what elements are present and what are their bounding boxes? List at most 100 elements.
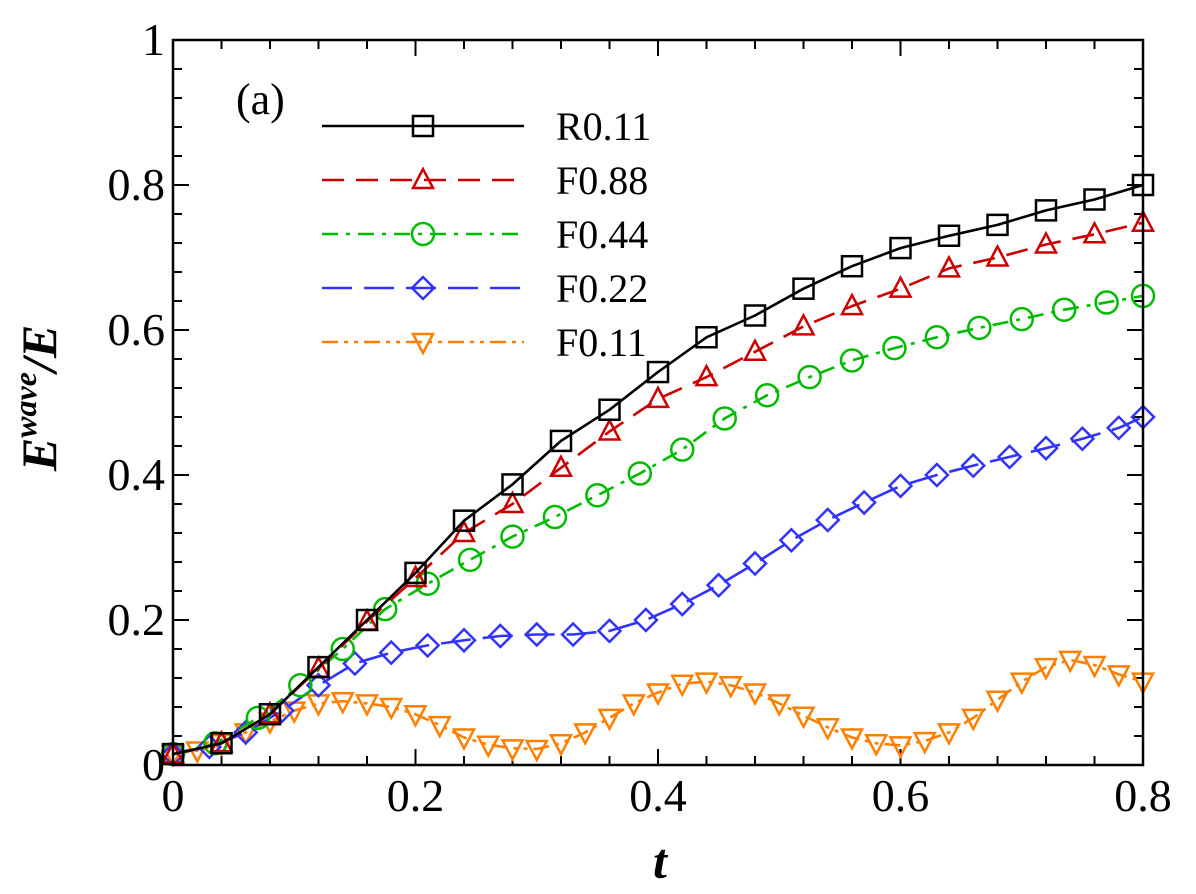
plot-frame <box>171 38 1145 767</box>
data-point <box>306 694 331 718</box>
data-point <box>1105 415 1132 441</box>
legend: R0.11 F0.88 F0.44 F0.22 F0.11 <box>322 104 651 365</box>
data-point <box>742 683 768 707</box>
data-point <box>1083 188 1106 211</box>
x-tick-label: 0 <box>162 770 185 821</box>
data-point <box>791 706 816 730</box>
y-tick-label: 0.6 <box>108 304 166 355</box>
data-point <box>695 326 718 349</box>
data-point <box>889 236 912 260</box>
data-point <box>1051 297 1077 322</box>
plot-area <box>160 173 1156 768</box>
data-point <box>379 697 404 721</box>
legend-label: R0.11 <box>556 104 651 149</box>
data-point <box>936 254 962 278</box>
legend-marker <box>411 114 435 138</box>
data-point <box>967 315 992 341</box>
series-F0.22 <box>160 404 1156 767</box>
data-point <box>742 338 768 361</box>
data-point <box>476 735 501 759</box>
data-point <box>501 473 524 496</box>
data-point <box>887 473 914 499</box>
legend-marker <box>410 275 436 301</box>
data-point <box>1034 199 1058 222</box>
data-point <box>633 607 659 633</box>
data-point <box>985 690 1010 714</box>
data-point <box>1094 290 1119 315</box>
y-axis-title-tail: /E <box>11 325 67 376</box>
legend-entry: F0.22 <box>322 266 648 311</box>
legend-label: F0.44 <box>556 212 648 257</box>
series-line <box>172 415 1144 756</box>
data-point <box>778 527 805 554</box>
data-point <box>549 429 573 453</box>
data-point <box>754 383 780 408</box>
data-point <box>524 739 549 763</box>
data-point <box>986 213 1009 237</box>
data-point <box>718 676 743 699</box>
data-point <box>257 700 283 724</box>
data-point <box>258 703 282 726</box>
data-point <box>597 708 622 732</box>
data-point <box>888 736 913 760</box>
data-point <box>500 490 525 514</box>
y-tick-label: 0 <box>142 739 165 790</box>
y-tick-label: 0.4 <box>108 449 166 500</box>
legend-entry: F0.11 <box>322 320 647 365</box>
series-line <box>172 183 1144 756</box>
data-point <box>427 715 452 739</box>
data-point <box>1033 230 1059 254</box>
data-point <box>888 274 913 298</box>
legend-marker <box>410 166 436 190</box>
data-point <box>961 708 986 732</box>
data-point <box>1009 672 1034 696</box>
data-point <box>814 507 841 533</box>
data-point <box>1033 435 1059 461</box>
data-point <box>912 731 937 755</box>
legend-label: F0.22 <box>556 266 648 311</box>
data-point <box>542 504 568 530</box>
legend-marker <box>410 221 436 247</box>
data-point <box>705 572 732 598</box>
y-tick-label: 1 <box>142 14 165 65</box>
series-line <box>172 658 1144 756</box>
data-point <box>669 591 696 617</box>
x-axis-title: t <box>653 833 669 889</box>
data-point <box>839 728 865 752</box>
x-tick-label: 0.6 <box>872 770 930 821</box>
data-point <box>1033 657 1059 681</box>
data-point <box>330 691 355 715</box>
series-line <box>172 221 1144 756</box>
data-point <box>996 444 1023 470</box>
data-point <box>403 705 428 728</box>
data-point <box>523 621 550 648</box>
legend-entry: F0.88 <box>322 158 648 203</box>
series-F0.11 <box>160 650 1156 768</box>
data-point <box>645 683 671 707</box>
data-point <box>621 694 646 718</box>
data-point <box>245 705 271 731</box>
y-tick-label: 0.2 <box>108 594 166 645</box>
data-point <box>670 437 695 462</box>
data-point <box>712 406 737 431</box>
y-axis-title: Ewave/E <box>7 325 67 472</box>
data-point <box>452 509 476 532</box>
legend-label: F0.88 <box>556 158 648 203</box>
legend-marker <box>410 332 436 356</box>
data-point <box>330 636 355 662</box>
legend-entry: F0.44 <box>322 212 648 257</box>
data-point <box>840 254 864 278</box>
panel-label: (a) <box>236 75 285 124</box>
data-point <box>839 348 865 373</box>
data-point <box>985 243 1010 267</box>
data-point <box>960 452 987 479</box>
data-point <box>342 650 368 677</box>
data-point <box>864 734 889 757</box>
data-point <box>1009 306 1034 332</box>
data-point <box>1082 655 1107 679</box>
data-point <box>500 524 525 549</box>
x-tick-label: 0.2 <box>387 770 445 821</box>
data-point <box>882 335 907 361</box>
series-line <box>172 294 1144 756</box>
